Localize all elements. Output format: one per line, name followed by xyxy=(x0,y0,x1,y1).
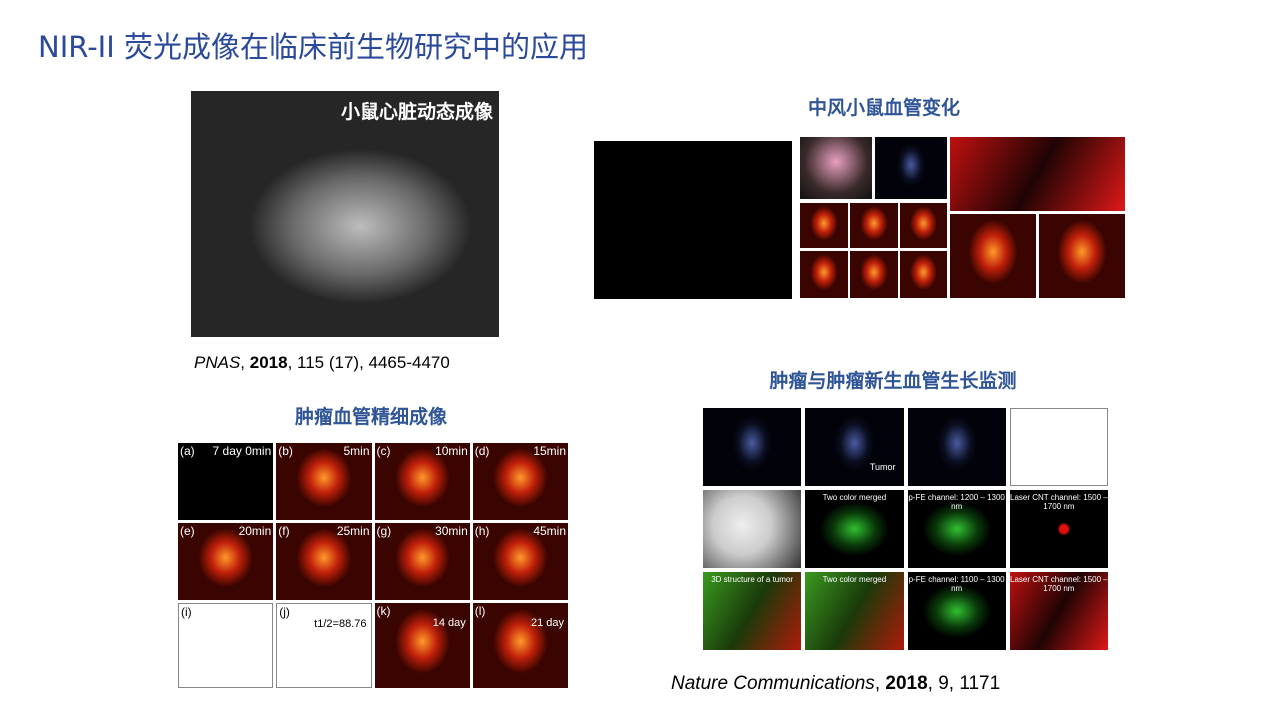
heart-image-label: 小鼠心脏动态成像 xyxy=(340,101,493,123)
nature-citation: Nature Communications, 2018, 9, 1171 xyxy=(671,673,1000,695)
vessel-3d-panel xyxy=(950,214,1036,298)
panel-label: 30min xyxy=(435,524,468,539)
nir-image xyxy=(703,408,802,486)
analysis-panel: (j) t1/2=88.76 xyxy=(276,603,372,688)
vessel-slice xyxy=(900,251,947,298)
panel-label: 21 day xyxy=(530,617,564,630)
3d-tumor-image: Laser CNT channel: 1500 – 1700 nm xyxy=(1009,572,1108,650)
time-panel: (e) 20min xyxy=(178,523,274,601)
panel-label: (h) xyxy=(474,524,490,539)
panel-label: (j) xyxy=(279,605,290,620)
heart-imaging-image: 小鼠心脏动态成像 xyxy=(191,91,499,337)
analysis-panel: (i) xyxy=(178,603,274,688)
panel-label: Tumor xyxy=(869,462,896,472)
vessel-slice xyxy=(800,203,848,248)
sep: , xyxy=(874,673,886,694)
tumor-growth-figure: Tumor Two color merged p-FE channel: 1200 … xyxy=(703,408,1108,650)
time-panel: (c) 10min xyxy=(374,443,470,521)
sep: , xyxy=(240,353,250,372)
3d-tumor-image: p-FE channel: 1100 – 1300 nm xyxy=(907,572,1006,650)
panel-label: 45min xyxy=(533,524,566,539)
mouse-photo xyxy=(800,137,872,199)
tumor-vessel-heading: 肿瘤血管精细成像 xyxy=(294,406,448,428)
panel-label: 3D structure of a tumor xyxy=(711,575,794,584)
time-panel: (a) 7 day 0min xyxy=(178,443,274,521)
vessel-slice xyxy=(900,203,947,248)
panel-label: (c) xyxy=(376,444,391,458)
vessel-slice xyxy=(800,251,848,298)
panel-label: 20min xyxy=(238,524,272,539)
journal: PNAS xyxy=(194,353,241,372)
panel-label: (a) xyxy=(180,444,195,458)
channel-image: Two color merged xyxy=(805,490,904,568)
skull-vessel-image xyxy=(875,137,947,199)
panel-label: (e) xyxy=(180,524,195,539)
time-panel: (f) 25min xyxy=(276,523,372,601)
time-panel: (h) 45min xyxy=(472,523,568,601)
tumor-growth-heading: 肿瘤与肿瘤新生血管生长监测 xyxy=(769,370,1017,392)
stroke-vessel-figure xyxy=(800,137,1125,298)
panel-label: 25min xyxy=(336,524,370,539)
panel-label: (l) xyxy=(474,604,486,619)
tumor-vessel-figure: (a) 7 day 0min (b) 5min (c) 10min (d) 15min (e) 2… xyxy=(178,443,568,688)
year: 2018 xyxy=(249,353,288,372)
panel-label: (f) xyxy=(278,524,290,539)
signal-ratio-plot xyxy=(1009,408,1108,486)
time-panel: (g) 30min xyxy=(374,523,470,601)
stroke-heading: 中风小鼠血管变化 xyxy=(807,97,961,119)
panel-label: (g) xyxy=(376,524,392,539)
vessel-slice xyxy=(850,203,898,248)
panel-label: p-FE channel: 1200 – 1300 nm xyxy=(908,493,1005,511)
volume-pages: , 9, 1171 xyxy=(927,673,1001,694)
panel-label: 15min xyxy=(533,444,566,458)
panel-label: 10min xyxy=(435,444,468,458)
panel-label: 7 day 0min xyxy=(212,444,272,458)
3d-tumor-image: 3D structure of a tumor xyxy=(703,572,802,650)
time-panel: (b) 5min xyxy=(276,443,372,521)
panel-label: (b) xyxy=(278,444,293,458)
3d-tumor-image: Two color merged xyxy=(805,572,904,650)
channel-image: p-FE channel: 1200 – 1300 nm xyxy=(907,490,1006,568)
vessel-slice xyxy=(850,251,898,298)
channel-image: Laser CNT channel: 1500 – 1700 nm xyxy=(1009,490,1108,568)
panel-label: p-FE channel: 1100 – 1300 nm xyxy=(908,575,1005,593)
stroke-video-placeholder xyxy=(594,141,792,299)
pnas-citation: PNAS, 2018, 115 (17), 4465-4470 xyxy=(194,353,450,373)
volume-pages: , 115 (17), 4465-4470 xyxy=(287,353,450,372)
panel-label: Two color merged xyxy=(822,493,887,502)
channel-image xyxy=(703,490,802,568)
panel-label: Two color merged xyxy=(822,575,887,584)
slide-title: NIR-II 荧光成像在临床前生物研究中的应用 xyxy=(38,30,589,64)
panel-label: Laser CNT channel: 1500 – 1700 nm xyxy=(1010,493,1108,511)
nir-image xyxy=(907,408,1006,486)
panel-label: (i) xyxy=(181,605,192,620)
journal: Nature Communications xyxy=(671,673,875,694)
analysis-panel: (k) 14 day xyxy=(374,603,470,688)
panel-label: (d) xyxy=(474,444,490,458)
panel-label: t1/2=88.76 xyxy=(314,618,367,631)
panel-label: 14 day xyxy=(432,617,466,630)
nir-image: Tumor xyxy=(805,408,904,486)
vessel-3d-panel xyxy=(1039,214,1125,298)
panel-label: (k) xyxy=(376,604,391,619)
panel-label: Laser CNT channel: 1500 – 1700 nm xyxy=(1010,575,1108,593)
vessel-panel-c xyxy=(950,137,1125,211)
panel-label: 5min xyxy=(343,444,370,458)
year: 2018 xyxy=(885,673,928,694)
time-panel: (d) 15min xyxy=(472,443,568,521)
analysis-panel: (l) 21 day xyxy=(472,603,568,688)
